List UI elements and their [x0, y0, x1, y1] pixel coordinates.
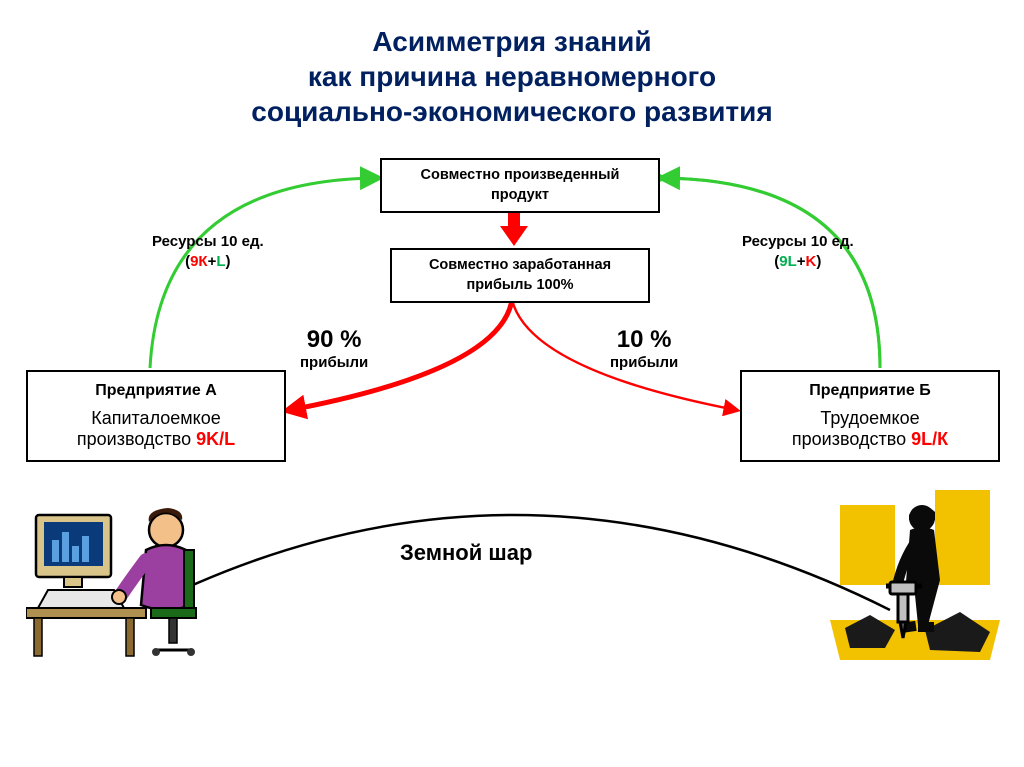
box-product: Совместно произведенный продукт	[380, 158, 660, 213]
box-profit-line1: Совместно заработанная	[402, 256, 638, 276]
ent-a-title: Предприятие А	[36, 382, 276, 400]
ent-a-line1: Капиталоемкое	[36, 408, 276, 429]
res-left-line1: Ресурсы 10 ед.	[152, 232, 264, 252]
arrow-red-down	[500, 210, 528, 246]
profit-a-sub: прибыли	[300, 354, 368, 371]
profit-b-sub: прибыли	[610, 354, 678, 371]
box-profit: Совместно заработанная прибыль 100%	[390, 248, 650, 303]
ent-b-line2: производство 9L/К	[750, 429, 990, 450]
ent-b-title: Предприятие Б	[750, 382, 990, 400]
res-right-line2: (9L+K)	[742, 252, 854, 272]
title-line-3: социально-экономического развития	[0, 94, 1024, 129]
box-product-line1: Совместно произведенный	[392, 166, 648, 186]
slide-title: Асимметрия знаний как причина неравномер…	[0, 24, 1024, 129]
clipart-worker-jackhammer-icon	[830, 490, 1000, 665]
title-line-2: как причина неравномерного	[0, 59, 1024, 94]
label-earth: Земной шар	[400, 540, 532, 566]
res-right-line1: Ресурсы 10 ед.	[742, 232, 854, 252]
label-resources-right: Ресурсы 10 ед. (9L+K)	[742, 232, 854, 271]
clipart-office-worker-icon	[26, 490, 211, 660]
box-enterprise-b: Предприятие Б Трудоемкое производство 9L…	[740, 370, 1000, 462]
ent-b-line1: Трудоемкое	[750, 408, 990, 429]
res-left-line2: (9К+L)	[152, 252, 264, 272]
label-profit-a: 90 % прибыли	[300, 326, 368, 372]
arrow-green-right	[662, 178, 880, 368]
title-line-1: Асимметрия знаний	[0, 24, 1024, 59]
label-resources-left: Ресурсы 10 ед. (9К+L)	[152, 232, 264, 271]
label-profit-b: 10 % прибыли	[610, 326, 678, 372]
box-product-line2: продукт	[392, 186, 648, 206]
box-profit-line2: прибыль 100%	[402, 276, 638, 296]
arrow-green-right-2	[662, 178, 880, 368]
profit-a-pct: 90 %	[307, 326, 362, 353]
ent-a-line2: производство 9K/L	[36, 429, 276, 450]
profit-b-pct: 10 %	[617, 326, 672, 353]
box-enterprise-a: Предприятие А Капиталоемкое производство…	[26, 370, 286, 462]
